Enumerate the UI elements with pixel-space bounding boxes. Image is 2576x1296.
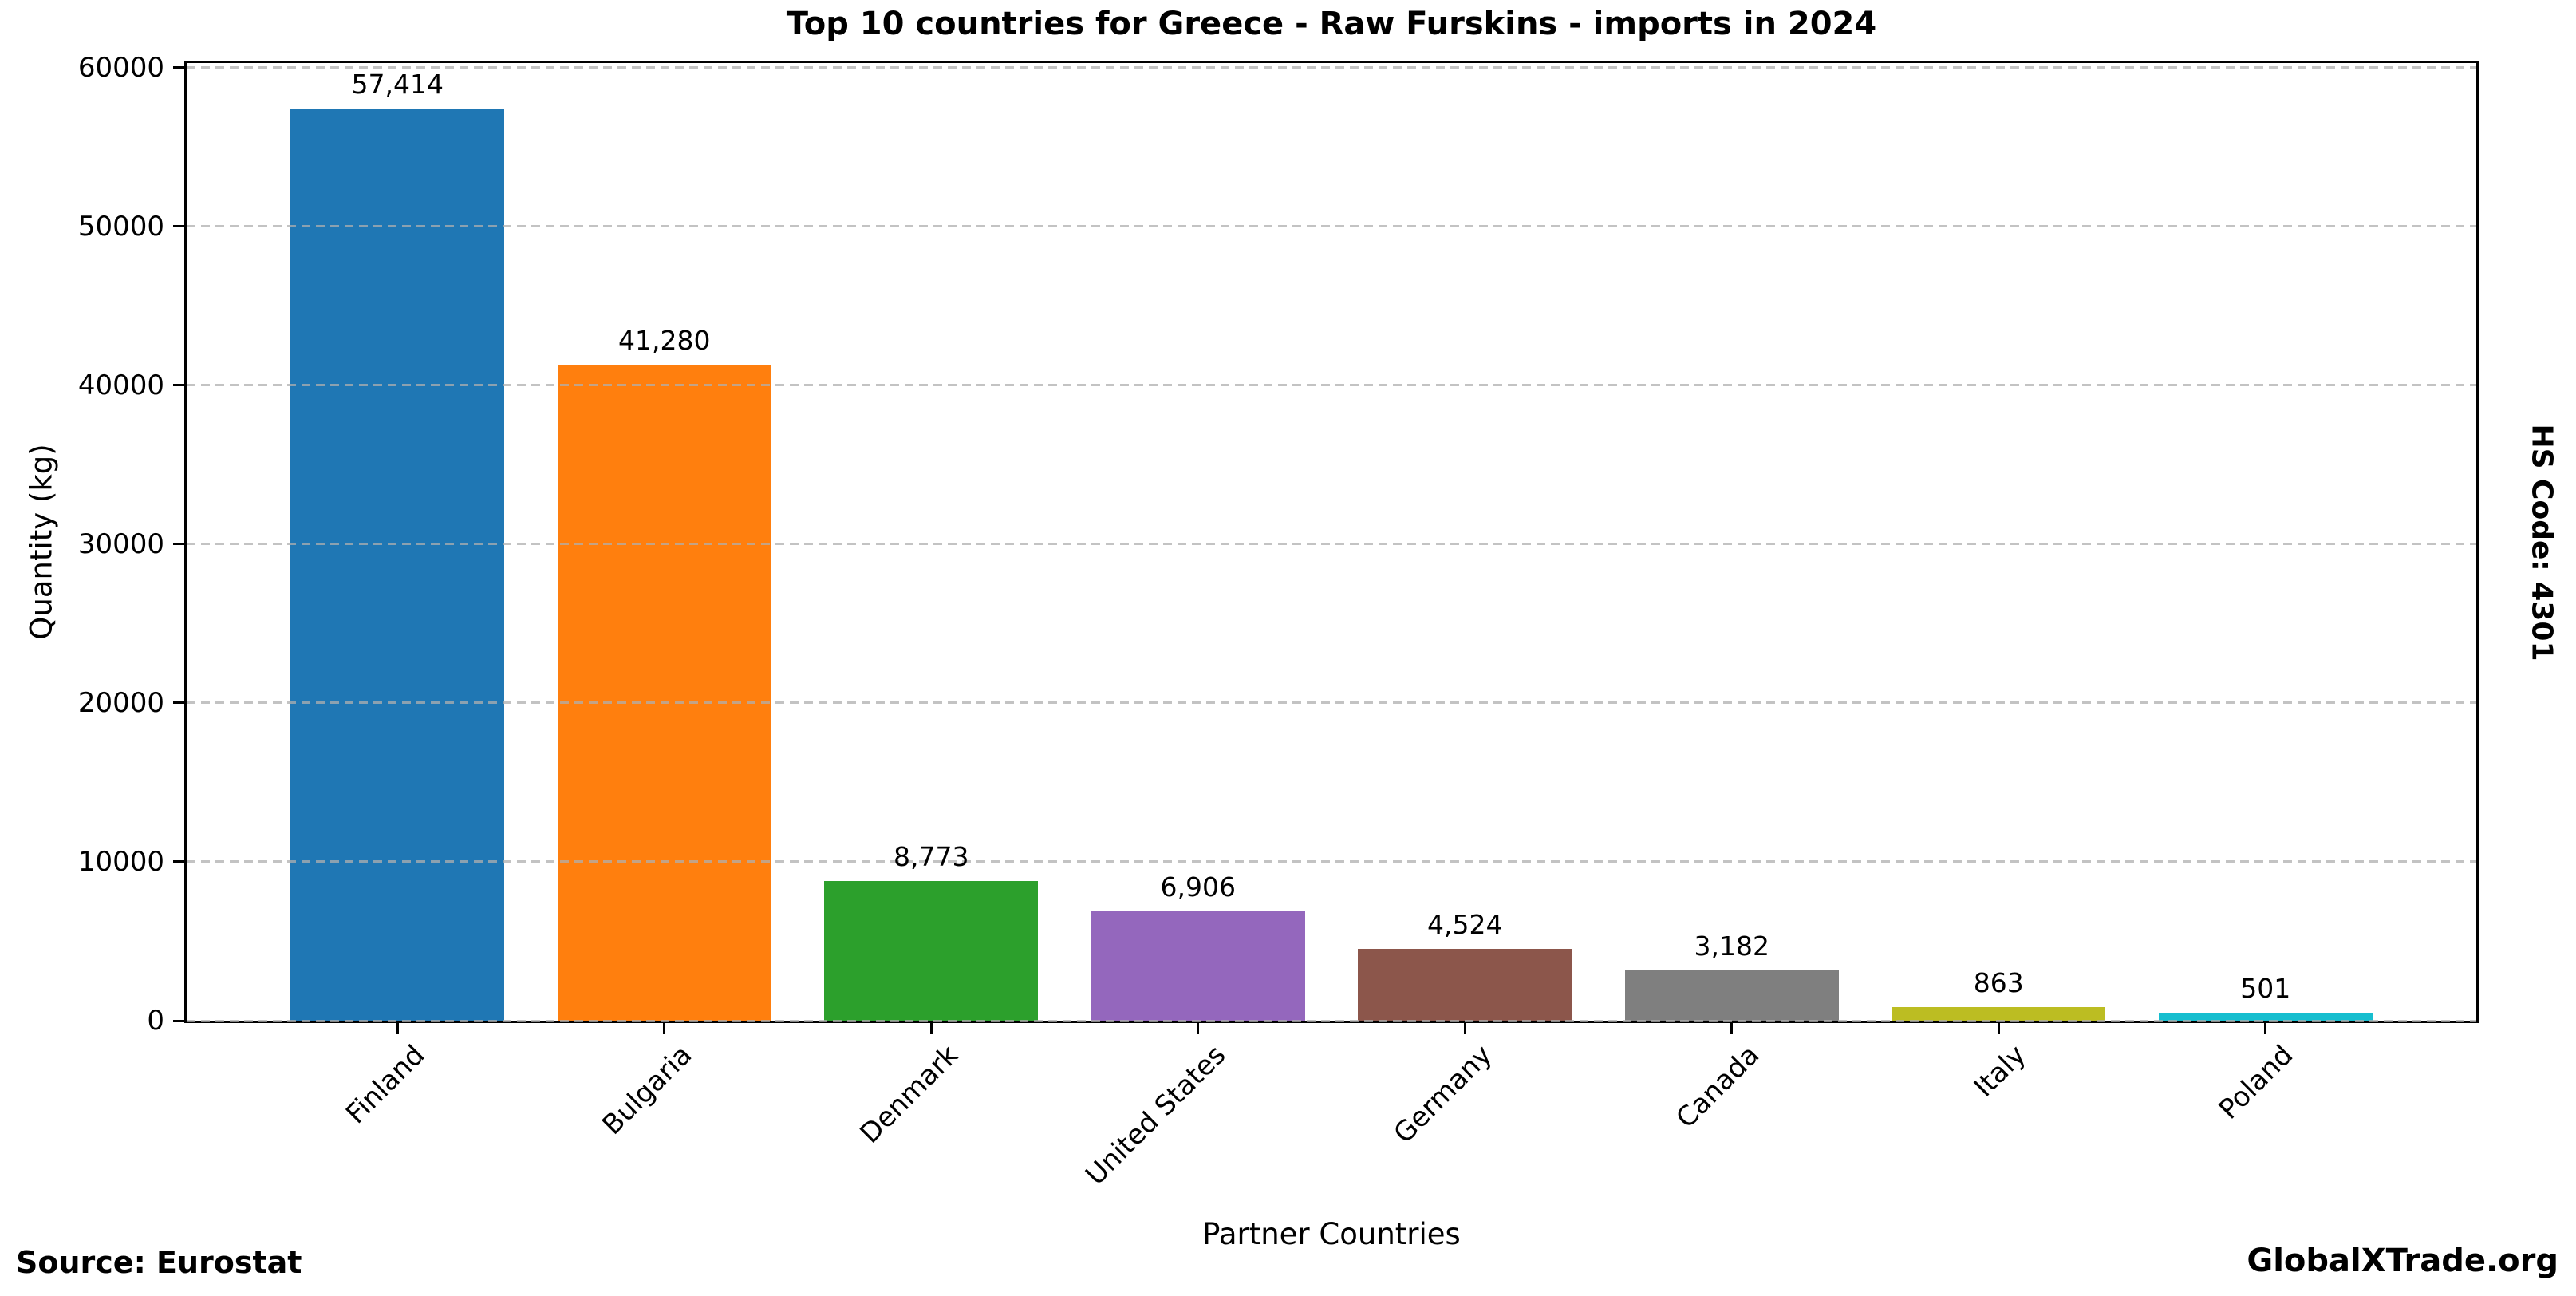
hs-code-label: HS Code: 4301	[2525, 424, 2558, 662]
x-tick-label: Bulgaria	[596, 1039, 699, 1141]
x-tick-mark	[2264, 1023, 2267, 1034]
gridline	[187, 543, 2476, 546]
x-tick-mark	[1730, 1023, 1734, 1034]
x-tick-mark	[1463, 1023, 1466, 1034]
bar-value-label: 8,773	[894, 841, 969, 873]
gridline	[187, 860, 2476, 863]
gridline	[187, 66, 2476, 69]
gridline	[187, 225, 2476, 228]
bar-germany	[1358, 948, 1572, 1021]
y-tick-mark	[173, 1019, 184, 1022]
chart-title: Top 10 countries for Greece - Raw Furski…	[786, 6, 1877, 42]
x-tick-label: Finland	[340, 1039, 432, 1131]
bar-value-label: 6,906	[1160, 871, 1236, 903]
bar-denmark	[824, 881, 1039, 1021]
x-tick-mark	[1197, 1023, 1200, 1034]
x-tick-label: Italy	[1968, 1039, 2033, 1104]
y-tick-mark	[173, 543, 184, 546]
bar-finland	[290, 109, 505, 1021]
gridline	[187, 701, 2476, 705]
bar-bulgaria	[557, 365, 771, 1021]
x-tick-mark	[396, 1023, 399, 1034]
x-axis-label: Partner Countries	[1202, 1217, 1461, 1251]
y-tick-label: 60000	[77, 51, 164, 84]
y-tick-mark	[173, 66, 184, 69]
y-tick-mark	[173, 384, 184, 387]
y-tick-mark	[173, 225, 184, 228]
bar-poland	[2158, 1013, 2373, 1021]
bar-united-states	[1091, 911, 1305, 1021]
plot-area	[187, 63, 2476, 1022]
bar-canada	[1624, 970, 1839, 1021]
y-tick-label: 10000	[77, 845, 164, 878]
bar-value-label: 57,414	[351, 69, 444, 101]
y-tick-label: 50000	[77, 210, 164, 243]
bar-value-label: 3,182	[1694, 930, 1769, 962]
x-tick-label: Canada	[1670, 1039, 1766, 1135]
y-tick-mark	[173, 860, 184, 863]
y-tick-label: 0	[147, 1005, 164, 1037]
x-tick-label: Poland	[2212, 1039, 2300, 1126]
x-tick-label: Denmark	[854, 1039, 965, 1150]
x-tick-mark	[663, 1023, 666, 1034]
gridline	[187, 384, 2476, 387]
bar-value-label: 501	[2240, 973, 2291, 1005]
bar-value-label: 863	[1973, 966, 2024, 998]
watermark: GlobalXTrade.org	[2247, 1243, 2558, 1279]
x-tick-label: United States	[1079, 1039, 1233, 1192]
source-note: Source: Eurostat	[16, 1245, 302, 1280]
bar-italy	[1892, 1006, 2106, 1021]
x-tick-mark	[1997, 1023, 2000, 1034]
y-tick-label: 20000	[77, 686, 164, 719]
y-tick-label: 40000	[77, 369, 164, 401]
plot-frame	[184, 61, 2479, 1023]
y-tick-mark	[173, 701, 184, 705]
x-tick-mark	[929, 1023, 933, 1034]
y-tick-label: 30000	[77, 527, 164, 560]
gridline	[187, 1019, 2476, 1022]
bar-value-label: 41,280	[618, 325, 711, 357]
bar-value-label: 4,524	[1426, 908, 1503, 940]
x-tick-label: Germany	[1387, 1039, 1499, 1150]
